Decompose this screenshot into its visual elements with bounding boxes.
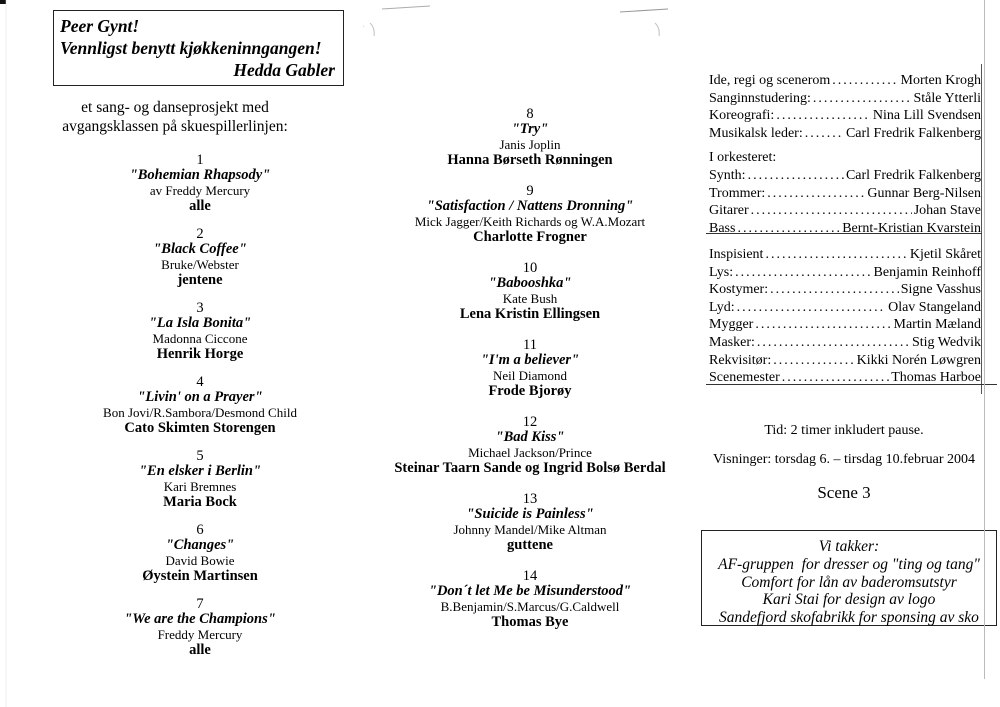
svg-text:': ' [363, 24, 365, 34]
